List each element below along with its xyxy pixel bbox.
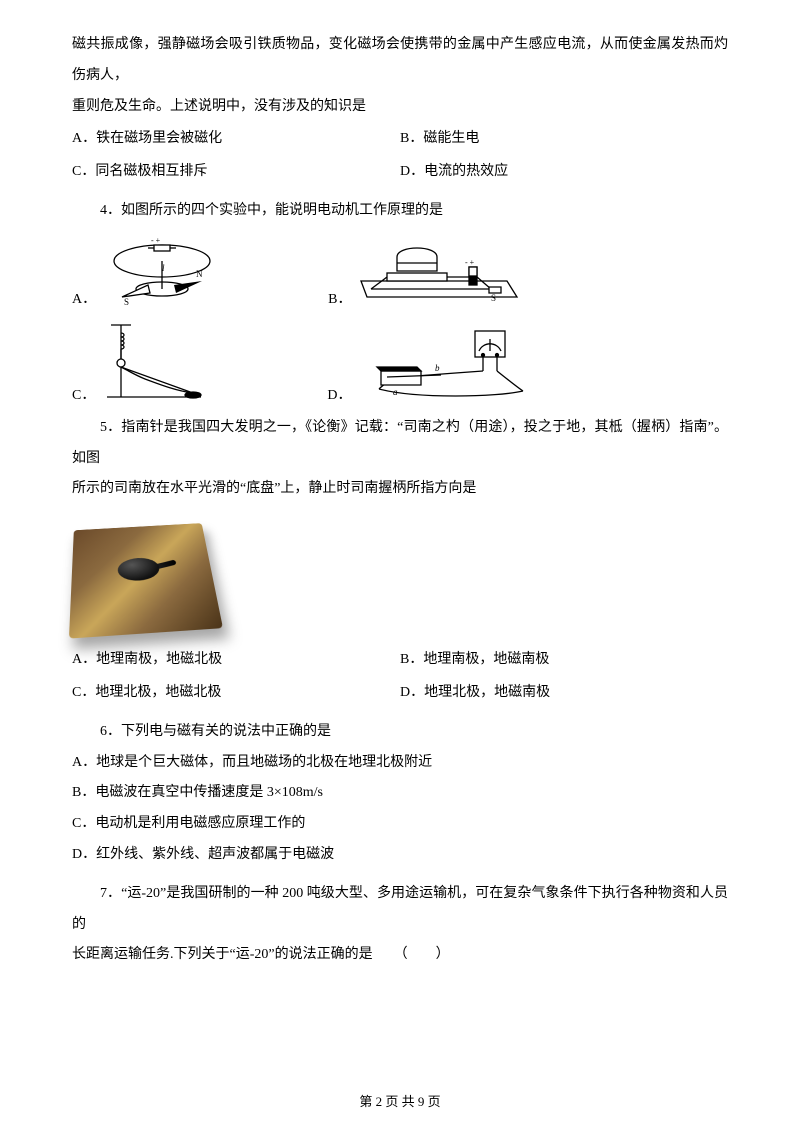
q5-opt-d: D．地理北极，地磁南极 (400, 678, 728, 709)
svg-text:S: S (491, 293, 496, 303)
q5-stem2: 所示的司南放在水平光滑的“底盘”上，静止时司南握柄所指方向是 (72, 474, 728, 505)
svg-text:a: a (393, 387, 398, 397)
intro-line1: 磁共振成像，强静磁场会吸引铁质物品，变化磁场会使携带的金属中产生感应电流，从而使… (72, 30, 728, 92)
q6-opt-a: A．地球是个巨大磁体，而且地磁场的北极在地理北极附近 (72, 748, 728, 779)
q4-label-a: A． (72, 293, 96, 309)
q5-options-row2: C．地理北极，地磁北极 D．地理北极，地磁南极 (72, 678, 728, 709)
q4-text: 如图所示的四个实验中，能说明电动机工作原理的是 (121, 203, 443, 218)
q6-opt-d: D．红外线、紫外线、超声波都属于电磁波 (72, 840, 728, 871)
q5-stem1: 5．指南针是我国四大发明之一，《论衡》记载：“司南之杓（用途），投之于地，其柢（… (72, 413, 728, 475)
q4-figure-d-icon: b a (357, 325, 537, 405)
q6-opt-c: C．电动机是利用电磁感应原理工作的 (72, 809, 728, 840)
q7-stem2: 长距离运输任务.下列关于“运-20”的说法正确的是 （ ） (72, 940, 728, 971)
q4-img-row1: A． - + l N S B． (72, 237, 728, 309)
q5-num: 5． (100, 420, 121, 435)
q7-text1: “运-20”是我国研制的一种 200 吨级大型、多用途运输机，可在复杂气象条件下… (72, 886, 728, 932)
q7-stem1: 7．“运-20”是我国研制的一种 200 吨级大型、多用途运输机，可在复杂气象条… (72, 879, 728, 941)
q3-opt-a: A．铁在磁场里会被磁化 (72, 124, 400, 155)
q4-figure-a-icon: - + l N S (102, 237, 232, 309)
q3-opt-b: B．磁能生电 (400, 124, 728, 155)
q5-opt-b: B．地理南极，地磁南极 (400, 645, 728, 676)
q4-label-c: C． (72, 389, 95, 405)
svg-text:- +: - + (151, 237, 161, 245)
q6-num: 6． (100, 724, 121, 739)
q4-figure-c-icon (101, 319, 211, 405)
q5-opt-c: C．地理北极，地磁北极 (72, 678, 400, 709)
q5-options-row1: A．地理南极，地磁北极 B．地理南极，地磁南极 (72, 645, 728, 676)
q6-stem: 6．下列电与磁有关的说法中正确的是 (72, 717, 728, 748)
svg-text:N: N (196, 269, 203, 279)
q7-num: 7． (100, 886, 121, 901)
q4-stem: 4．如图所示的四个实验中，能说明电动机工作原理的是 (72, 196, 728, 227)
q5-opt-a: A．地理南极，地磁北极 (72, 645, 400, 676)
page-footer: 第 2 页 共 9 页 (0, 1095, 800, 1108)
q6-opt-b: B．电磁波在真空中传播速度是 3×108m/s (72, 778, 728, 809)
q4-img-row2: C． D． (72, 319, 728, 405)
q4-figure-b-icon: - + S (357, 237, 527, 309)
q4-label-b: B． (328, 293, 351, 309)
q3-options-row2: C．同名磁极相互排斥 D．电流的热效应 (72, 157, 728, 188)
svg-text:S: S (124, 297, 129, 307)
q5-text1: 指南针是我国四大发明之一，《论衡》记载：“司南之杓（用途），投之于地，其柢（握柄… (72, 420, 728, 466)
q5-photo-compass-icon (72, 515, 212, 635)
svg-text:b: b (435, 363, 440, 373)
q4-num: 4． (100, 203, 121, 218)
q3-opt-c: C．同名磁极相互排斥 (72, 157, 400, 188)
intro-line2: 重则危及生命。上述说明中，没有涉及的知识是 (72, 92, 728, 123)
q4-label-d: D． (327, 389, 351, 405)
svg-text:- +: - + (465, 258, 475, 267)
q3-opt-d: D．电流的热效应 (400, 157, 728, 188)
q6-text: 下列电与磁有关的说法中正确的是 (121, 724, 331, 739)
q3-options-row1: A．铁在磁场里会被磁化 B．磁能生电 (72, 124, 728, 155)
